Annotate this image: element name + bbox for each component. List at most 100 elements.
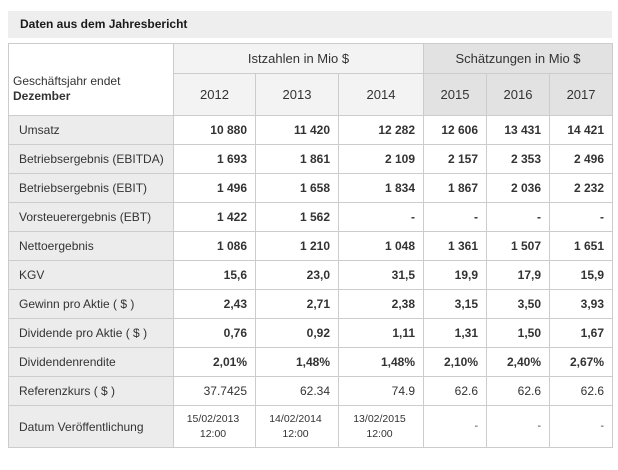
cell-value: 10 880 bbox=[173, 115, 256, 145]
cell-value: 1 867 bbox=[423, 173, 488, 203]
table-row: Nettoergebnis 1 086 1 210 1 048 1 361 1 507 1 … bbox=[8, 231, 614, 261]
cell-value: 2,67% bbox=[549, 347, 614, 377]
year-header-2016: 2016 bbox=[486, 73, 551, 116]
row-label: KGV bbox=[8, 260, 174, 290]
cell-value: 1 693 bbox=[173, 144, 256, 174]
cell-value: 2 036 bbox=[486, 173, 551, 203]
row-label: Gewinn pro Aktie ( $ ) bbox=[8, 289, 174, 319]
cell-value: 12 606 bbox=[423, 115, 488, 145]
year-header-2017: 2017 bbox=[549, 73, 614, 116]
cell-value: 15,6 bbox=[173, 260, 256, 290]
cell-value: 2,40% bbox=[486, 347, 551, 377]
cell-value: 2,01% bbox=[173, 347, 256, 377]
cell-value: 1 086 bbox=[173, 231, 256, 261]
cell-value: 2,10% bbox=[423, 347, 488, 377]
cell-value: 1,48% bbox=[337, 347, 425, 377]
row-label: Betriebsergebnis (EBIT) bbox=[8, 173, 174, 203]
cell-value: 19,9 bbox=[423, 260, 488, 290]
fiscal-year-month: Dezember bbox=[13, 89, 71, 104]
row-label: Dividendenrendite bbox=[8, 347, 174, 377]
cell-value: - bbox=[423, 405, 488, 448]
row-label: Vorsteuerergebnis (EBT) bbox=[8, 202, 174, 232]
cell-value: 1,48% bbox=[255, 347, 339, 377]
cell-value: 1 834 bbox=[337, 173, 425, 203]
cell-value: - bbox=[549, 405, 614, 448]
table-row: Vorsteuerergebnis (EBT) 1 422 1 562- - - - bbox=[8, 202, 614, 232]
cell-value: 3,93 bbox=[549, 289, 614, 319]
table-row: Gewinn pro Aktie ( $ ) 2,43 2,71 2,38 3,15 3,… bbox=[8, 289, 614, 319]
table-body: Umsatz 10 880 11 420 12 282 12 606 13 431 14 4… bbox=[8, 115, 614, 448]
cell-value: 0,92 bbox=[255, 318, 339, 348]
cell-value: - bbox=[549, 202, 614, 232]
cell-value: 2 232 bbox=[549, 173, 614, 203]
cell-value: 17,9 bbox=[486, 260, 551, 290]
cell-value: 2,71 bbox=[255, 289, 339, 319]
table-row: Referenzkurs ( $ ) 37.7425 62.34 74.9 62.6 62… bbox=[8, 376, 614, 406]
fiscal-year-corner-cell: Geschäftsjahr endet Dezember bbox=[8, 43, 174, 116]
table-row: Betriebsergebnis (EBIT) 1 496 1 658 1 834 1 … bbox=[8, 173, 614, 203]
cell-value: 23,0 bbox=[255, 260, 339, 290]
cell-value: 2 353 bbox=[486, 144, 551, 174]
year-header-2013: 2013 bbox=[255, 73, 339, 116]
cell-value: 14 421 bbox=[549, 115, 614, 145]
cell-value: 1 210 bbox=[255, 231, 339, 261]
cell-value: 1 496 bbox=[173, 173, 256, 203]
cell-value: 1 658 bbox=[255, 173, 339, 203]
row-label: Dividende pro Aktie ( $ ) bbox=[8, 318, 174, 348]
cell-value: 1,50 bbox=[486, 318, 551, 348]
group-header-row: Geschäftsjahr endet Dezember Istzahlen i… bbox=[8, 43, 614, 116]
cell-value: 0,76 bbox=[173, 318, 256, 348]
cell-value: 2 109 bbox=[337, 144, 425, 174]
cell-value: 15,9 bbox=[549, 260, 614, 290]
page-title: Daten aus dem Jahresbericht bbox=[8, 11, 612, 38]
cell-value: 15/02/2013 12:00 bbox=[173, 405, 256, 448]
cell-value: 1,67 bbox=[549, 318, 614, 348]
cell-value: 74.9 bbox=[337, 376, 425, 406]
fiscal-year-label: Geschäftsjahr endet bbox=[13, 73, 121, 88]
cell-value: 11 420 bbox=[255, 115, 339, 145]
cell-value: 1 651 bbox=[549, 231, 614, 261]
cell-value: 2 157 bbox=[423, 144, 488, 174]
cell-value: - bbox=[486, 202, 551, 232]
row-label: Referenzkurs ( $ ) bbox=[8, 376, 174, 406]
row-label: Umsatz bbox=[8, 115, 174, 145]
row-label: Nettoergebnis bbox=[8, 231, 174, 261]
cell-value: 13/02/2015 12:00 bbox=[337, 405, 425, 448]
annual-report-widget: Daten aus dem Jahresbericht Geschäftsjah… bbox=[8, 11, 614, 448]
table-row: Datum Veröffentlichung 15/02/2013 12:00 14… bbox=[8, 405, 614, 448]
cell-value: 3,50 bbox=[486, 289, 551, 319]
row-label: Betriebsergebnis (EBITDA) bbox=[8, 144, 174, 174]
cell-value: 1 861 bbox=[255, 144, 339, 174]
financial-table: Geschäftsjahr endet Dezember Istzahlen i… bbox=[8, 43, 614, 448]
cell-value: 12 282 bbox=[337, 115, 425, 145]
year-header-2012: 2012 bbox=[173, 73, 256, 116]
cell-value: 1,11 bbox=[337, 318, 425, 348]
year-header-2015: 2015 bbox=[423, 73, 488, 116]
group-header-estimates: Schätzungen in Mio $ bbox=[423, 43, 614, 74]
group-header-actuals: Istzahlen in Mio $ bbox=[172, 43, 425, 74]
cell-value: 3,15 bbox=[423, 289, 488, 319]
row-label: Datum Veröffentlichung bbox=[8, 405, 174, 448]
cell-value: 1,31 bbox=[423, 318, 488, 348]
cell-value: 1 361 bbox=[423, 231, 488, 261]
table-row: Betriebsergebnis (EBITDA) 1 693 1 861 2 109… bbox=[8, 144, 614, 174]
table-row: Umsatz 10 880 11 420 12 282 12 606 13 431 14 4… bbox=[8, 115, 614, 145]
cell-value: 14/02/2014 12:00 bbox=[255, 405, 339, 448]
cell-value: 2,43 bbox=[173, 289, 256, 319]
cell-value: 1 562 bbox=[255, 202, 339, 232]
cell-value: - bbox=[486, 405, 551, 448]
table-row: Dividendenrendite 2,01% 1,48% 1,48% 2,10% 2,4… bbox=[8, 347, 614, 377]
cell-value: - bbox=[423, 202, 488, 232]
cell-value: 31,5 bbox=[337, 260, 425, 290]
cell-value: 62.6 bbox=[486, 376, 551, 406]
cell-value: 1 507 bbox=[486, 231, 551, 261]
cell-value: 62.34 bbox=[255, 376, 339, 406]
cell-value: - bbox=[337, 202, 425, 232]
cell-value: 37.7425 bbox=[173, 376, 256, 406]
cell-value: 1 422 bbox=[173, 202, 256, 232]
cell-value: 62.6 bbox=[423, 376, 488, 406]
cell-value: 13 431 bbox=[486, 115, 551, 145]
cell-value: 2,38 bbox=[337, 289, 425, 319]
year-header-row: 2012 2013 2014 2015 2016 2017 bbox=[9, 73, 614, 116]
table-row: Dividende pro Aktie ( $ ) 0,76 0,92 1,11 1,3… bbox=[8, 318, 614, 348]
